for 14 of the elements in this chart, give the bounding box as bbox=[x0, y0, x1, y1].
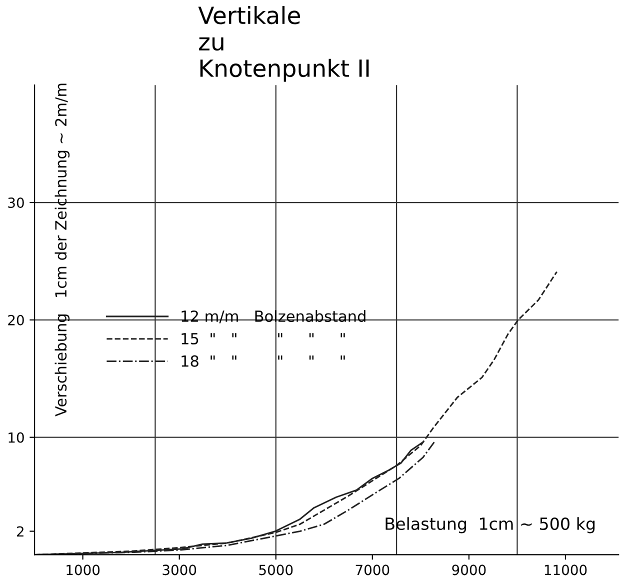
legend-label: 15 " " " " " bbox=[182, 333, 345, 344]
x-tick-label: 7000 bbox=[356, 564, 390, 576]
y-tick-label: 10 bbox=[8, 432, 24, 443]
x-tick-label: 11000 bbox=[544, 564, 587, 576]
y-tick-label: 2 bbox=[17, 526, 24, 537]
chart-title: Vertikale zu Knotenpunkt II bbox=[198, 6, 369, 82]
x-tick-label: 9000 bbox=[452, 564, 486, 576]
y-tick-label: 20 bbox=[8, 314, 24, 326]
x-tick-label: 1000 bbox=[66, 564, 100, 576]
x-tick-label: 3000 bbox=[162, 564, 196, 576]
x-tick-label: 5000 bbox=[259, 564, 293, 576]
y-tick-label: 30 bbox=[8, 197, 24, 208]
y-axis-title: Verschiebung 1cm der Zeichnung ~ 2m/m bbox=[54, 84, 70, 416]
legend-label: 18 " " " " " bbox=[182, 355, 345, 367]
